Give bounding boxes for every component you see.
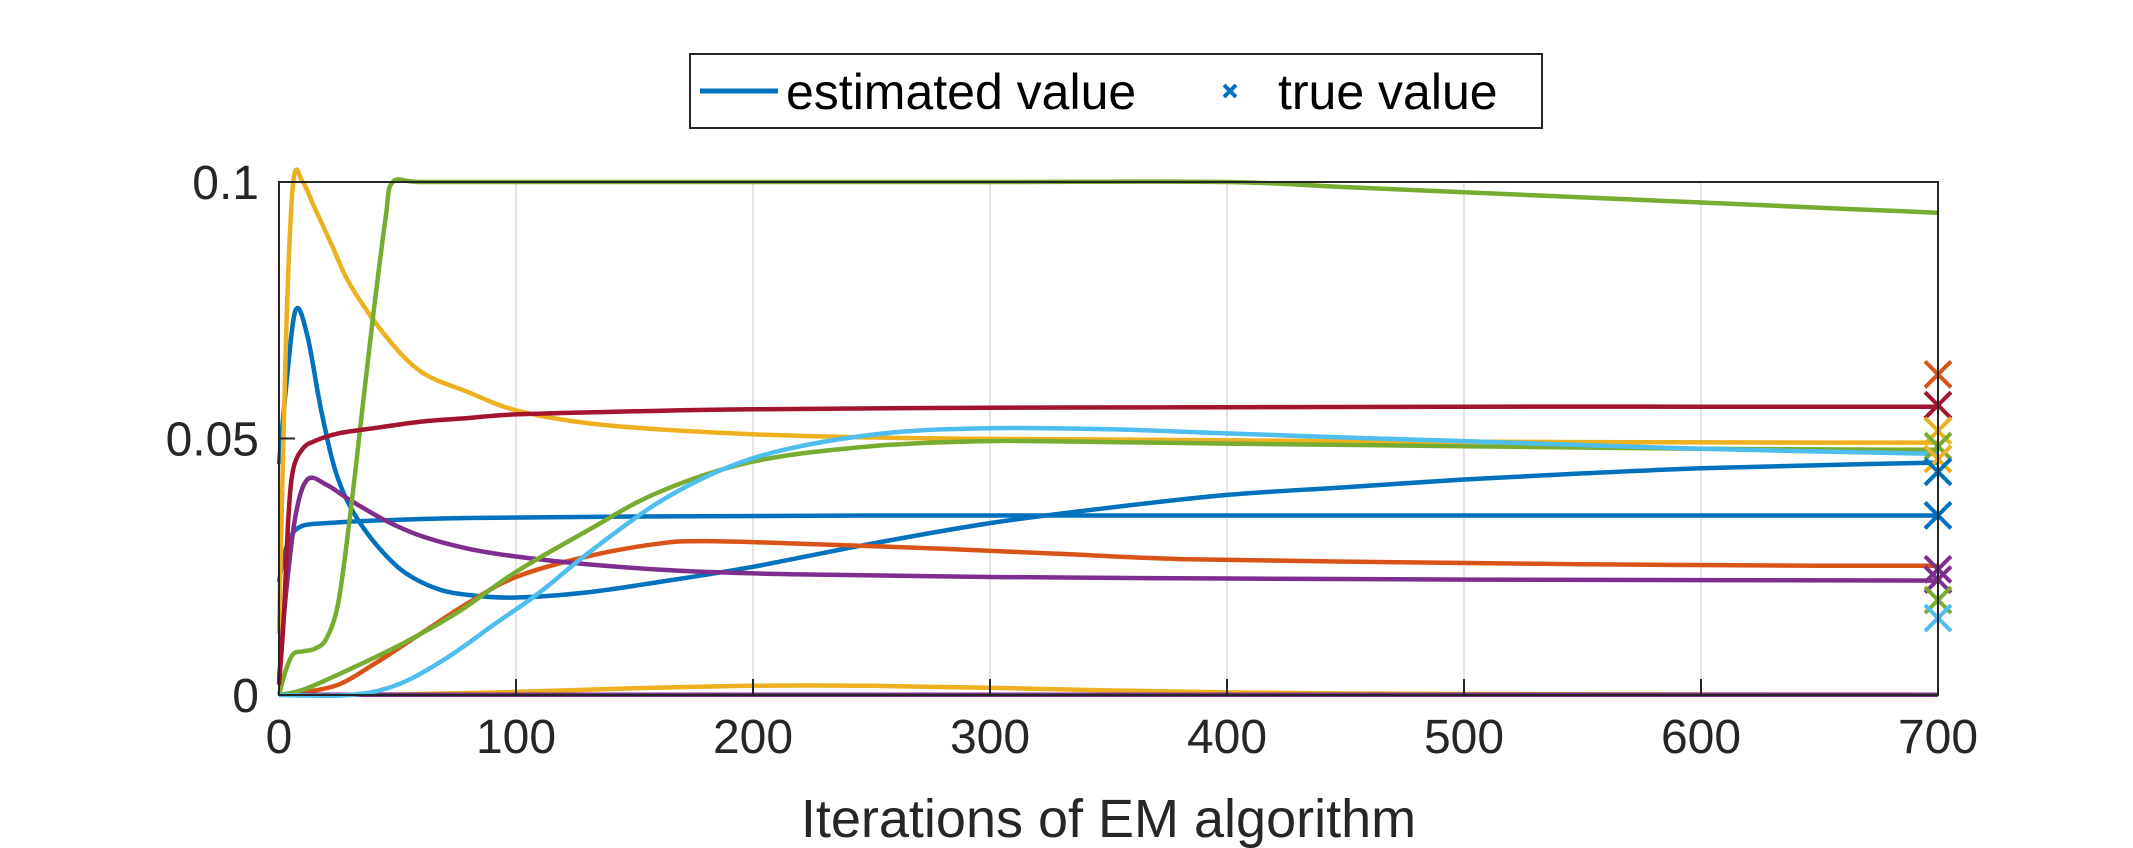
legend-label-true: true value (1278, 64, 1498, 120)
legend: estimated value true value (689, 53, 1543, 129)
x-tick-label: 100 (476, 711, 556, 764)
y-tick-label: 0.1 (192, 157, 259, 210)
series-line-crimson (276, 404, 1938, 685)
series-line-purple-peak (276, 475, 1939, 680)
x-tick-label: 0 (266, 711, 293, 764)
series-line-blue-flat (276, 513, 1938, 583)
series-line-green-mid (278, 438, 1939, 698)
series-line-orange (278, 538, 1939, 698)
x-axis-title: Iterations of EM algorithm (801, 789, 1416, 848)
series-line-cyan (278, 425, 1939, 699)
x-tick-label: 500 (1424, 711, 1504, 764)
series-lines (276, 167, 1939, 699)
legend-x-swatch (1222, 83, 1238, 99)
x-tick-label: 600 (1661, 711, 1741, 764)
y-tick-label: 0 (232, 670, 259, 723)
y-tick-label: 0.05 (166, 414, 259, 467)
x-tick-label: 400 (1187, 711, 1267, 764)
x-tick-label: 700 (1898, 711, 1978, 764)
legend-label-estimated: estimated value (786, 64, 1136, 120)
x-tick-label: 200 (713, 711, 793, 764)
legend-box (689, 53, 1543, 129)
axis-ticks: 0 100 200 300 400 500 600 700 0 0.05 0.1 (166, 157, 1978, 764)
x-tick-label: 300 (950, 711, 1030, 764)
series-line-green-top (276, 177, 1939, 696)
